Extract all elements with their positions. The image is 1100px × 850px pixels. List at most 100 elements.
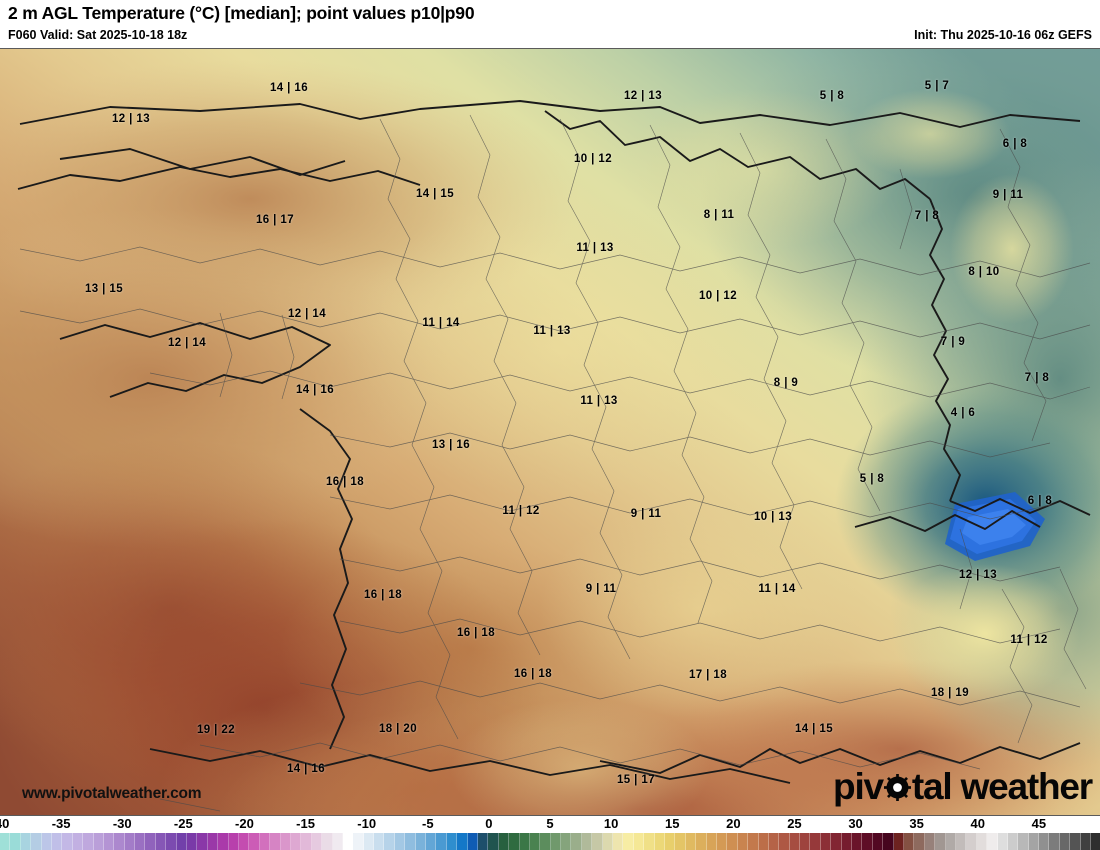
point-value-label: 10 | 12 <box>574 153 612 165</box>
header: 2 m AGL Temperature (°C) [median]; point… <box>0 0 1100 48</box>
point-value-label: 19 | 22 <box>197 724 235 736</box>
page-title: 2 m AGL Temperature (°C) [median]; point… <box>8 3 475 23</box>
point-value-label: 11 | 13 <box>533 325 571 337</box>
point-value-label: 10 | 12 <box>699 290 737 302</box>
colorbar-cell <box>561 833 572 850</box>
colorbar-cell <box>716 833 728 850</box>
point-value-label: 12 | 14 <box>168 337 206 349</box>
colorbar-cell <box>779 833 790 850</box>
point-value-label: 11 | 14 <box>422 317 460 329</box>
colorbar-cell <box>976 833 988 850</box>
colorbar-cell <box>1080 833 1092 850</box>
colorbar-cell <box>789 833 801 850</box>
colorbar-cell <box>394 833 406 850</box>
colorbar-cell <box>1007 833 1019 850</box>
colorbar-cell <box>187 833 198 850</box>
colorbar-cell <box>737 833 749 850</box>
colorbar-cell <box>1049 833 1060 850</box>
colorbar-cell <box>31 833 42 850</box>
colorbar-cell <box>228 833 239 850</box>
pivotal-weather-logo: piv <box>833 768 1093 805</box>
point-value-label: 6 | 8 <box>1002 138 1028 150</box>
colorbar-cell <box>633 833 645 850</box>
point-value-label: 9 | 11 <box>992 189 1024 201</box>
colorbar-cell <box>145 833 156 850</box>
colorbar-cell <box>322 833 333 850</box>
colorbar-cell <box>342 833 354 850</box>
colorbar[interactable]: -40 -35 -30 -25 -20 -15 -10 -5 0 5 10 15 20 25 30 35 40 4… <box>0 816 1100 850</box>
colorbar-tick: 0 <box>485 816 493 831</box>
colorbar-cell <box>935 833 946 850</box>
colorbar-tick: 45 <box>1031 816 1047 831</box>
point-value-label: 14 | 15 <box>416 188 454 200</box>
point-value-label: 11 | 12 <box>1010 634 1048 646</box>
colorbar-tick: 15 <box>664 816 680 831</box>
colorbar-cell <box>800 833 811 850</box>
map-panel[interactable]: 14 | 16 12 | 13 5 | 8 5 | 7 12 | 13 6 | 8 10 |… <box>0 48 1100 816</box>
colorbar-tick: 10 <box>603 816 619 831</box>
colorbar-cell <box>51 833 63 850</box>
gear-icon <box>883 770 911 801</box>
point-value-label: 8 | 9 <box>773 377 799 389</box>
colorbar-tick: -25 <box>173 816 193 831</box>
colorbar-cell <box>997 833 1008 850</box>
colorbar-cell <box>436 833 447 850</box>
colorbar-cell <box>654 833 665 850</box>
colorbar-cell <box>872 833 884 850</box>
colorbar-cell <box>706 833 717 850</box>
colorbar-cell <box>353 833 364 850</box>
colorbar-cell <box>207 833 219 850</box>
colorbar-tick: 40 <box>970 816 985 831</box>
point-value-label: 10 | 13 <box>754 511 792 523</box>
point-value-label: 5 | 7 <box>924 80 950 92</box>
colorbar-cell <box>1028 833 1040 850</box>
point-value-label: 8 | 10 <box>968 266 1000 278</box>
colorbar-cell <box>820 833 832 850</box>
colorbar-cell <box>540 833 551 850</box>
point-value-label: 18 | 19 <box>931 687 969 699</box>
colorbar-cell <box>966 833 977 850</box>
point-value-label: 17 | 18 <box>689 669 727 681</box>
colorbar-cell <box>592 833 603 850</box>
colorbar-cell <box>893 833 904 850</box>
colorbar-cell <box>176 833 188 850</box>
colorbar-tick: -40 <box>0 816 10 831</box>
colorbar-cell <box>841 833 853 850</box>
colorbar-cell <box>945 833 956 850</box>
colorbar-cell <box>218 833 229 850</box>
colorbar-tick: 20 <box>726 816 741 831</box>
colorbar-tick: -30 <box>112 816 132 831</box>
colorbar-cell <box>1091 833 1100 850</box>
point-value-label: 16 | 18 <box>514 668 552 680</box>
point-value-label: 16 | 18 <box>364 589 402 601</box>
point-value-label: 16 | 18 <box>457 627 495 639</box>
colorbar-cell <box>529 833 541 850</box>
point-value-label: 14 | 16 <box>287 763 325 775</box>
colorbar-tick: 30 <box>848 816 863 831</box>
point-value-label: 7 | 8 <box>914 210 940 222</box>
point-value-label: 16 | 18 <box>326 476 364 488</box>
colorbar-cell <box>467 833 478 850</box>
init-time-label: Init: Thu 2025-10-16 06z GEFS <box>914 28 1092 42</box>
colorbar-tick: -5 <box>421 816 434 831</box>
point-value-label: 12 | 13 <box>112 113 150 125</box>
point-value-label: 18 | 20 <box>379 723 417 735</box>
colorbar-cell <box>727 833 738 850</box>
colorbar-tick: 25 <box>787 816 802 831</box>
colorbar-cell <box>280 833 291 850</box>
colorbar-gradient-strip[interactable] <box>0 833 1100 850</box>
colorbar-cell <box>696 833 707 850</box>
colorbar-cell <box>1059 833 1071 850</box>
colorbar-cell <box>488 833 499 850</box>
colorbar-cell <box>238 833 250 850</box>
colorbar-cell <box>498 833 510 850</box>
colorbar-cell <box>987 833 998 850</box>
colorbar-cell <box>477 833 489 850</box>
temperature-field-svg <box>0 49 1100 815</box>
colorbar-cell <box>290 833 302 850</box>
point-value-label: 6 | 8 <box>1027 495 1053 507</box>
colorbar-cell <box>914 833 925 850</box>
point-value-label: 11 | 14 <box>758 583 796 595</box>
point-value-label: 11 | 13 <box>576 242 614 254</box>
